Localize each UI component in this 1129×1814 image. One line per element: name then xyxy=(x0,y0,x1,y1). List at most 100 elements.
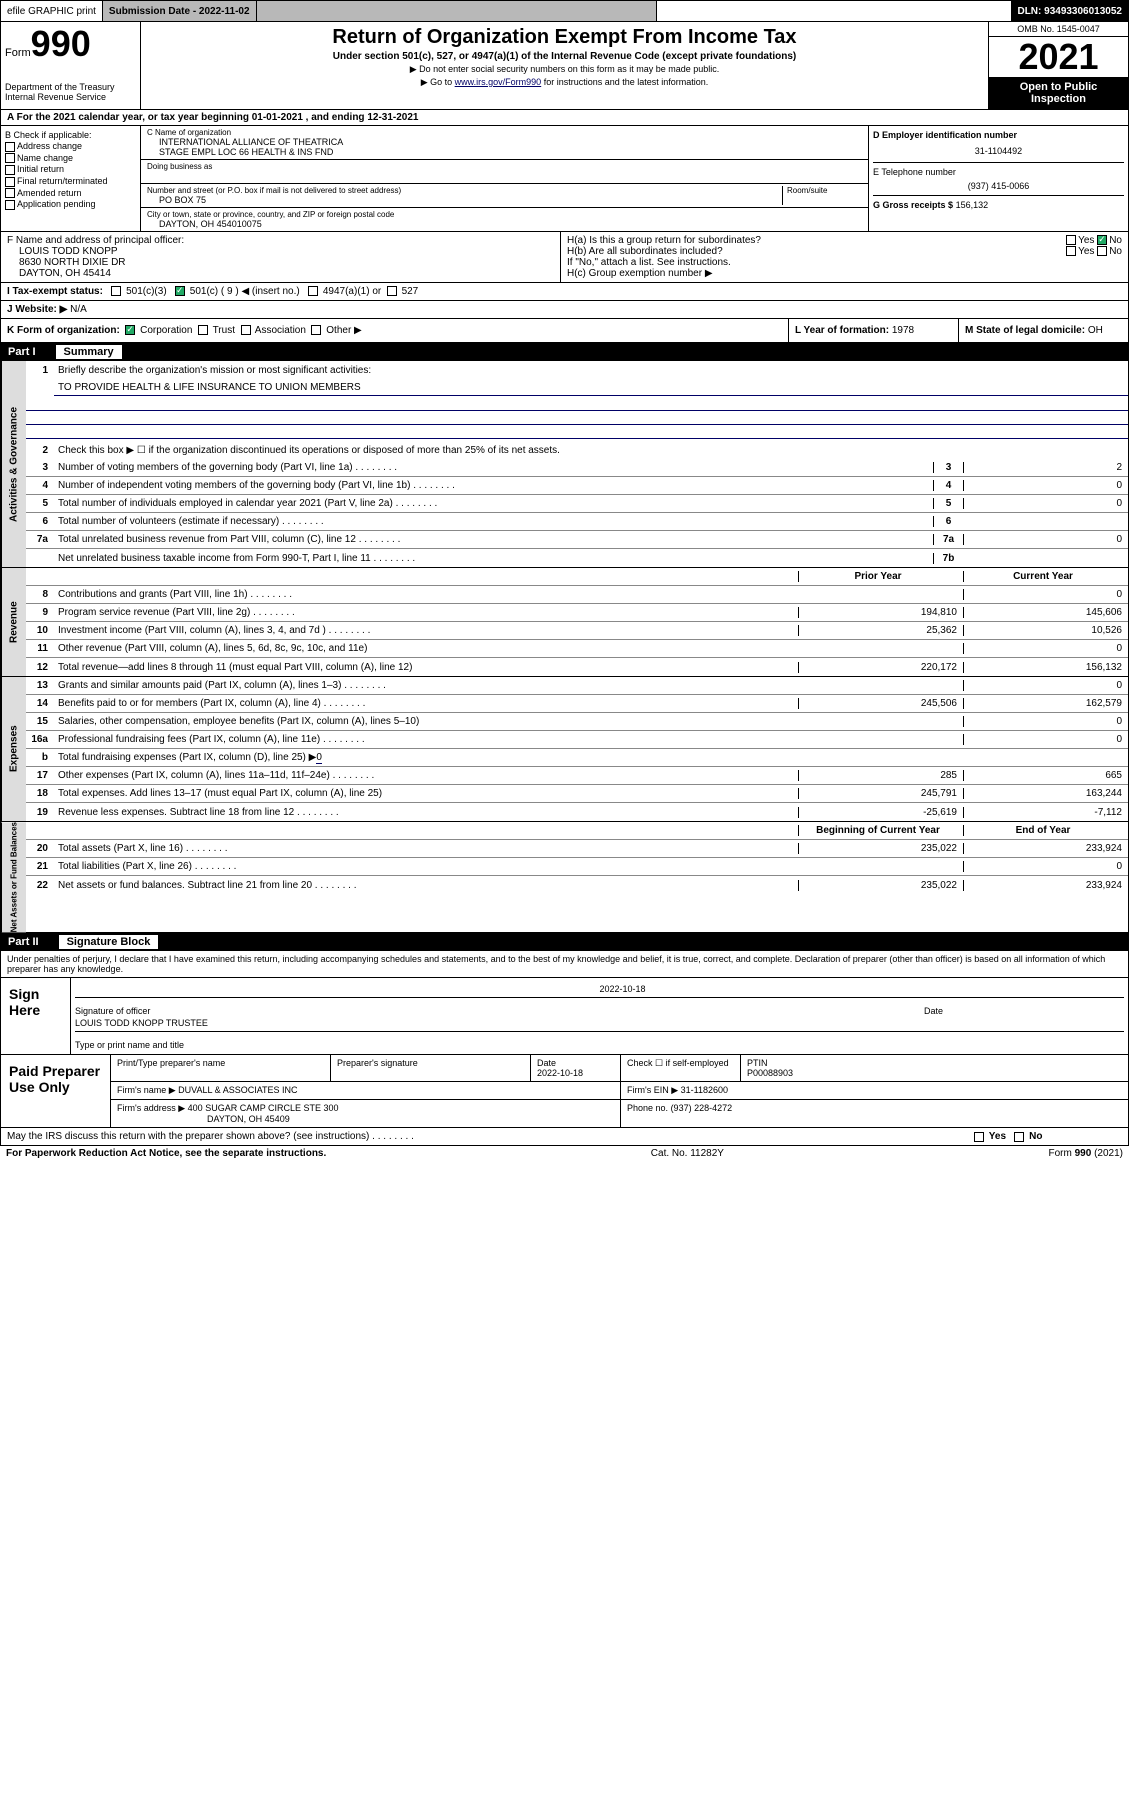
prep-phone: (937) 228-4272 xyxy=(671,1103,733,1113)
form-subtitle: Under section 501(c), 527, or 4947(a)(1)… xyxy=(149,51,980,62)
check-assoc[interactable] xyxy=(241,325,251,335)
l7a-label: Total unrelated business revenue from Pa… xyxy=(54,532,933,547)
l3-label: Number of voting members of the governin… xyxy=(54,460,933,475)
prep-selfemp: Check ☐ if self-employed xyxy=(621,1055,741,1081)
dept-label: Department of the TreasuryInternal Reven… xyxy=(5,82,136,102)
discuss-no[interactable] xyxy=(1014,1132,1024,1142)
check-527[interactable] xyxy=(387,286,397,296)
org-name-label: C Name of organization xyxy=(147,128,862,137)
l18-curr: 163,244 xyxy=(963,788,1128,799)
l15-label: Salaries, other compensation, employee b… xyxy=(54,714,798,729)
tax-exempt-label: I Tax-exempt status: xyxy=(7,286,103,297)
tax-exempt-row: I Tax-exempt status: 501(c)(3) 501(c) ( … xyxy=(0,283,1129,301)
sign-name: LOUIS TODD KNOPP TRUSTEE xyxy=(75,1018,1124,1031)
hb-yes[interactable] xyxy=(1066,246,1076,256)
col-d-contact: D Employer identification number 31-1104… xyxy=(868,126,1128,231)
l16a-curr: 0 xyxy=(963,734,1128,745)
section-f: F Name and address of principal officer:… xyxy=(1,232,561,282)
prep-firm: DUVALL & ASSOCIATES INC xyxy=(178,1085,297,1095)
l10-label: Investment income (Part VIII, column (A)… xyxy=(54,623,798,638)
phone-value: (937) 415-0066 xyxy=(873,181,1124,191)
l16b-label: Total fundraising expenses (Part IX, col… xyxy=(54,750,798,765)
check-final-return[interactable]: Final return/terminated xyxy=(5,176,136,187)
l15-curr: 0 xyxy=(963,716,1128,727)
l14-label: Benefits paid to or for members (Part IX… xyxy=(54,696,798,711)
prior-year-hdr: Prior Year xyxy=(798,571,963,582)
expenses-section: Expenses 13Grants and similar amounts pa… xyxy=(0,677,1129,822)
part1-header: Part I Summary xyxy=(0,343,1129,361)
check-501c3[interactable] xyxy=(111,286,121,296)
hb-no[interactable] xyxy=(1097,246,1107,256)
l22-label: Net assets or fund balances. Subtract li… xyxy=(54,878,798,893)
l8-curr: 0 xyxy=(963,589,1128,600)
l14-prior: 245,506 xyxy=(798,698,963,709)
sig-officer-label: Signature of officer xyxy=(75,1006,924,1016)
check-name-change[interactable]: Name change xyxy=(5,153,136,164)
footer-left: For Paperwork Reduction Act Notice, see … xyxy=(6,1148,326,1159)
website-label: J Website: ▶ xyxy=(7,304,67,315)
l7b-label: Net unrelated business taxable income fr… xyxy=(54,551,933,566)
irs-link[interactable]: www.irs.gov/Form990 xyxy=(455,77,542,87)
officer-addr2: DAYTON, OH 45414 xyxy=(7,268,554,279)
check-trust[interactable] xyxy=(198,325,208,335)
org-address: PO BOX 75 xyxy=(147,195,782,205)
l1-value: TO PROVIDE HEALTH & LIFE INSURANCE TO UN… xyxy=(54,380,1128,396)
year-form-val: 1978 xyxy=(892,325,914,336)
website-row: J Website: ▶ N/A xyxy=(0,301,1129,319)
officer-name: LOUIS TODD KNOPP xyxy=(7,246,554,257)
l4-val: 0 xyxy=(963,480,1128,491)
discuss-yes[interactable] xyxy=(974,1132,984,1142)
discuss-label: May the IRS discuss this return with the… xyxy=(1,1128,968,1145)
check-corp[interactable] xyxy=(125,325,135,335)
gross-value: 156,132 xyxy=(956,200,989,210)
ein-value: 31-1104492 xyxy=(873,146,1124,156)
check-4947[interactable] xyxy=(308,286,318,296)
begin-hdr: Beginning of Current Year xyxy=(798,825,963,836)
section-h: H(a) Is this a group return for subordin… xyxy=(561,232,1128,282)
l6-label: Total number of volunteers (estimate if … xyxy=(54,514,933,529)
vtab-governance: Activities & Governance xyxy=(1,361,26,567)
l5-label: Total number of individuals employed in … xyxy=(54,496,933,511)
l17-prior: 285 xyxy=(798,770,963,781)
ein-label: D Employer identification number xyxy=(873,130,1124,140)
l8-label: Contributions and grants (Part VIII, lin… xyxy=(54,587,798,602)
website-value: N/A xyxy=(70,304,87,315)
sign-here-section: Sign Here 2022-10-18 Signature of office… xyxy=(0,978,1129,1055)
check-amended[interactable]: Amended return xyxy=(5,188,136,199)
sig-date-label: Date xyxy=(924,1006,1124,1016)
paid-preparer-section: Paid Preparer Use Only Print/Type prepar… xyxy=(0,1055,1129,1128)
current-year-hdr: Current Year xyxy=(963,571,1128,582)
l20-prior: 235,022 xyxy=(798,843,963,854)
l12-label: Total revenue—add lines 8 through 11 (mu… xyxy=(54,660,798,675)
vtab-net: Net Assets or Fund Balances xyxy=(1,822,26,932)
footer-right: Form 990 (2021) xyxy=(1049,1148,1123,1159)
blank-button[interactable] xyxy=(257,1,657,21)
form-number-block: Form990 Department of the TreasuryIntern… xyxy=(1,22,141,109)
check-other[interactable] xyxy=(311,325,321,335)
check-app-pending[interactable]: Application pending xyxy=(5,199,136,210)
line-a: A For the 2021 calendar year, or tax yea… xyxy=(0,110,1129,126)
l12-curr: 156,132 xyxy=(963,662,1128,673)
ha-yes[interactable] xyxy=(1066,235,1076,245)
ha-label: H(a) Is this a group return for subordin… xyxy=(567,235,761,246)
hc-label: H(c) Group exemption number ▶ xyxy=(567,268,1122,279)
check-initial-return[interactable]: Initial return xyxy=(5,164,136,175)
part1-title: Summary xyxy=(56,345,122,359)
l10-curr: 10,526 xyxy=(963,625,1128,636)
l13-curr: 0 xyxy=(963,680,1128,691)
check-501c[interactable] xyxy=(175,286,185,296)
end-hdr: End of Year xyxy=(963,825,1128,836)
l9-label: Program service revenue (Part VIII, line… xyxy=(54,605,798,620)
l9-prior: 194,810 xyxy=(798,607,963,618)
part2-title: Signature Block xyxy=(59,935,159,949)
l11-label: Other revenue (Part VIII, column (A), li… xyxy=(54,641,798,656)
col-b-checkboxes: B Check if applicable: Address change Na… xyxy=(1,126,141,231)
section-bcd: B Check if applicable: Address change Na… xyxy=(0,126,1129,232)
check-address-change[interactable]: Address change xyxy=(5,141,136,152)
revenue-section: Revenue Prior YearCurrent Year 8Contribu… xyxy=(0,568,1129,677)
col-c-org-info: C Name of organization INTERNATIONAL ALL… xyxy=(141,126,868,231)
footer-mid: Cat. No. 11282Y xyxy=(651,1148,724,1159)
prep-date: 2022-10-18 xyxy=(537,1068,583,1078)
ha-no[interactable] xyxy=(1097,235,1107,245)
submission-date-button[interactable]: Submission Date - 2022-11-02 xyxy=(103,1,257,21)
